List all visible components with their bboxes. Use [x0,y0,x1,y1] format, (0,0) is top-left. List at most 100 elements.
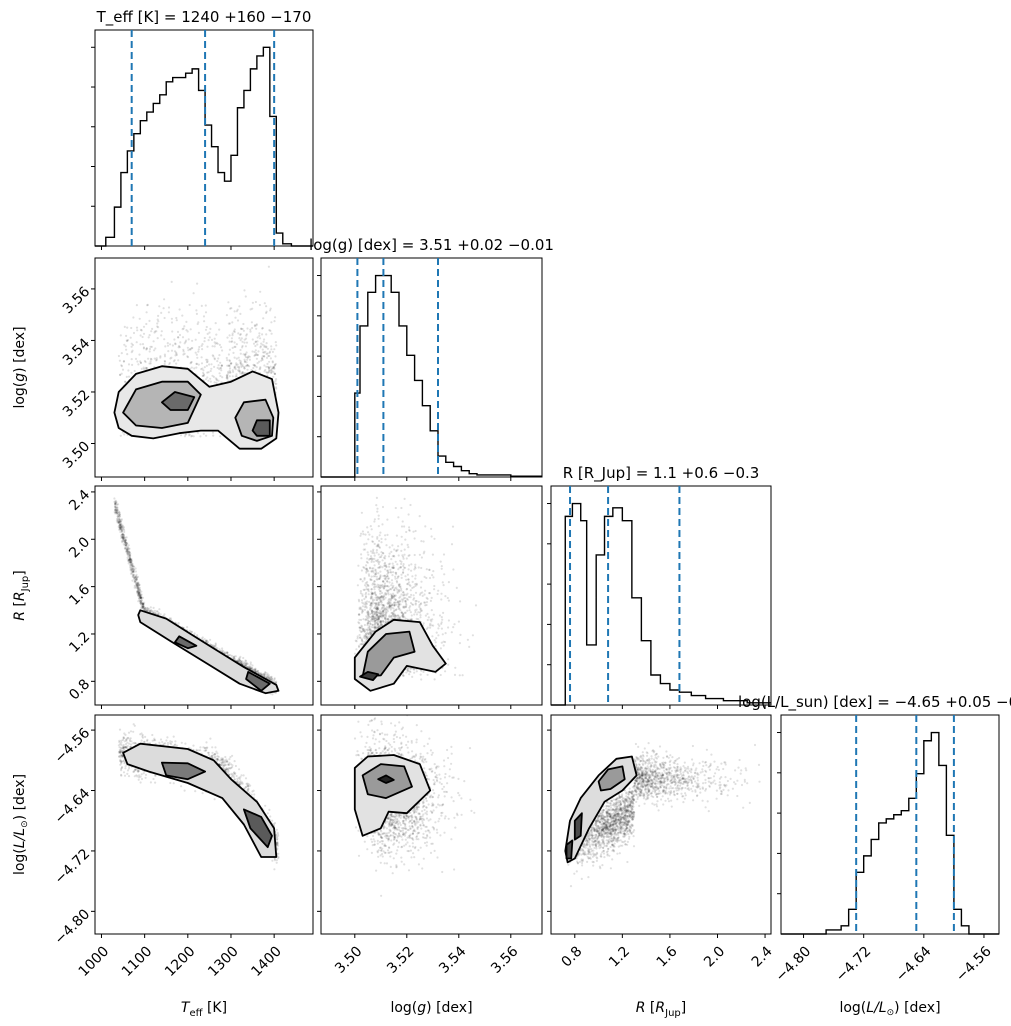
sample-point [168,361,171,365]
sample-point [163,355,167,358]
sample-point [139,597,142,600]
sample-point [275,680,278,683]
sample-point [271,361,274,364]
sample-point [157,613,160,616]
sample-point [258,334,261,337]
sample-point [362,533,365,536]
sample-point [121,525,124,528]
sample-point [381,559,384,562]
sample-point [131,570,134,574]
sample-point [246,364,249,367]
sample-point [264,671,267,674]
sample-point [126,552,129,555]
sample-point [239,372,242,375]
sample-point [130,566,133,570]
sample-point [125,549,128,553]
sample-point [371,617,374,621]
sample-point [379,596,382,599]
sample-point [230,307,233,310]
sample-point [210,338,214,341]
sample-point [125,542,129,545]
sample-point [129,572,133,575]
sample-point [118,526,121,529]
sample-point [131,579,134,582]
sample-point [136,575,140,578]
sample-point [128,558,131,561]
sample-point [243,367,246,370]
sample-point [200,368,203,371]
sample-point [354,639,357,642]
sample-point [257,669,260,673]
sample-point [123,540,126,543]
sample-point [141,335,144,339]
sample-point [204,311,208,314]
sample-point [120,528,123,531]
sample-point [133,577,136,580]
sample-point [391,566,394,570]
sample-point [261,327,264,330]
sample-point [379,586,382,589]
sample-point [140,329,143,332]
sample-point [265,371,268,374]
sample-point [232,656,235,659]
sample-point [138,588,141,591]
sample-point [119,523,122,526]
sample-point [264,368,267,372]
sample-point [197,331,200,334]
sample-point [240,327,243,330]
sample-point [116,520,120,523]
sample-point [117,525,120,528]
sample-point [244,337,248,340]
sample-point [220,369,223,372]
sample-point [262,340,265,343]
sample-point [205,639,208,642]
sample-point [233,365,236,368]
sample-point [220,367,223,370]
sample-point [249,661,252,664]
sample-point [259,367,262,370]
hist-frame-radius [550,485,772,706]
sample-point [118,520,121,523]
sample-point [273,363,276,366]
sample-point [189,348,192,351]
sample-point [118,521,121,524]
sample-point [186,346,189,349]
sample-point [375,585,378,588]
sample-point [139,601,142,604]
sample-point [139,343,142,346]
sample-point [129,563,132,566]
sample-point [127,560,130,563]
sample-point [392,594,395,597]
sample-point [132,575,135,578]
sample-point [140,606,143,609]
sample-point [175,351,178,354]
sample-point [135,576,138,579]
sample-point [236,319,240,322]
sample-point [406,582,409,585]
sample-point [239,312,242,315]
sample-point [366,610,369,613]
sample-point [127,553,130,556]
sample-point [160,330,163,333]
sample-point [119,524,123,528]
sample-point [270,367,273,370]
sample-point [153,611,156,615]
sample-point [135,573,138,576]
sample-point [133,586,136,589]
sample-point [263,355,266,358]
sample-point [130,568,133,572]
sample-point [140,596,143,599]
sample-point [138,590,141,593]
sample-point [168,617,171,620]
sample-point [170,356,173,359]
sample-point [119,524,122,527]
sample-point [185,329,188,332]
sample-point [150,358,153,361]
sample-point [136,583,139,586]
sample-point [126,550,129,553]
sample-point [372,615,375,618]
sample-point [149,345,152,348]
sample-point [263,345,266,348]
